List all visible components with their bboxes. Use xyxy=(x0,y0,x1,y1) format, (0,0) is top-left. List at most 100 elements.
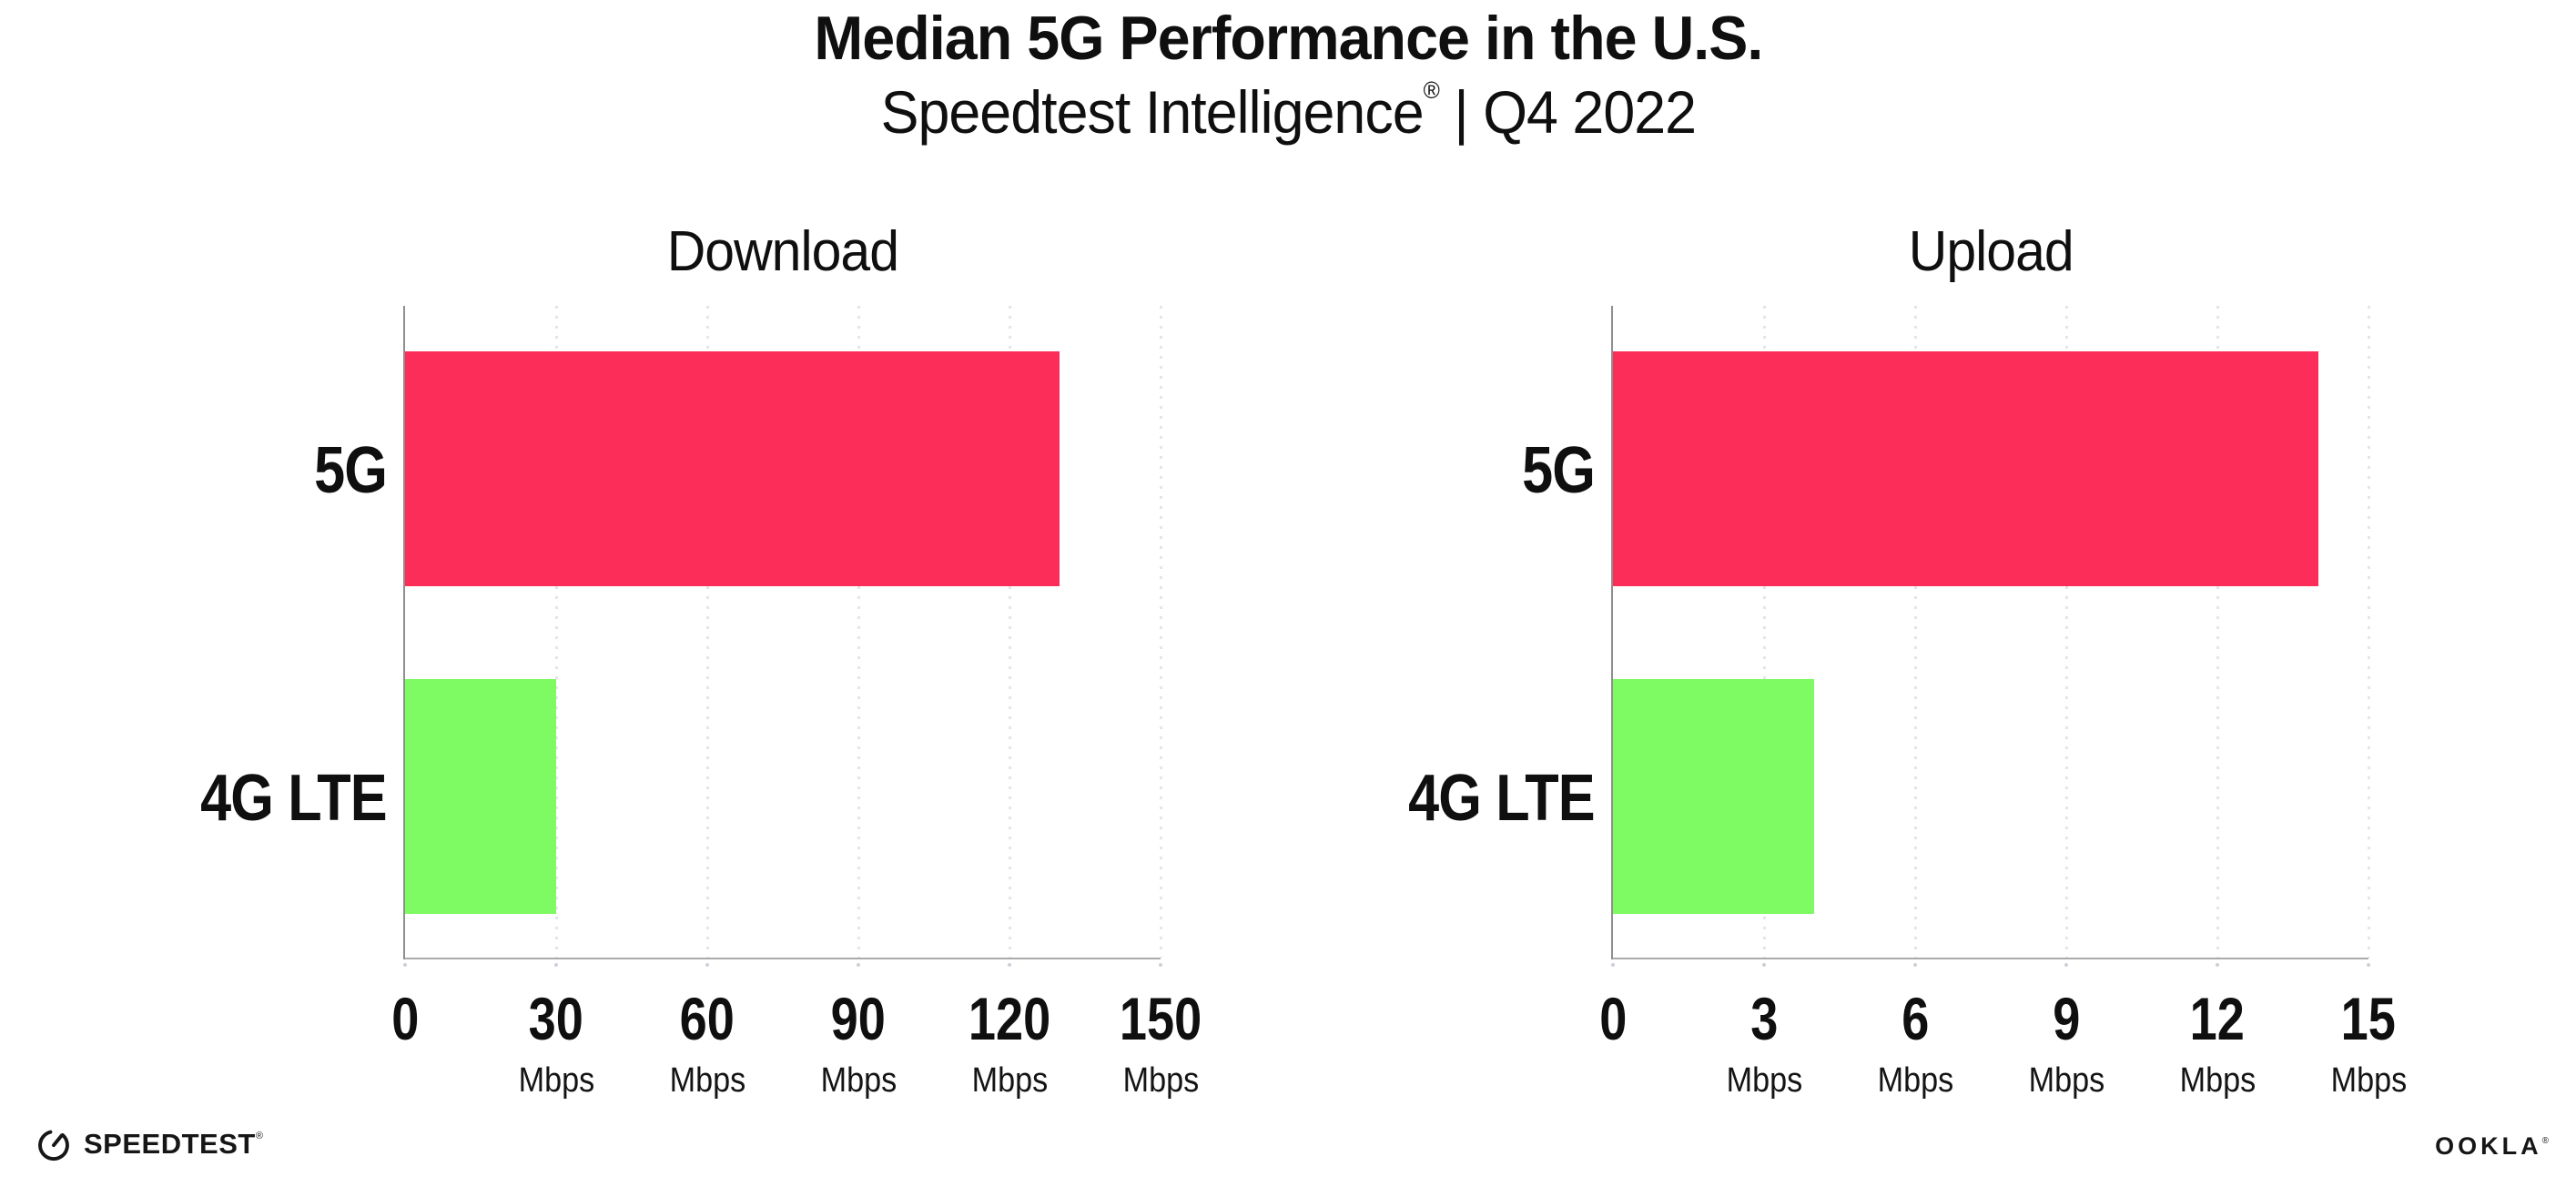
tick-dot xyxy=(2216,963,2219,967)
tick-unit-text: Mbps xyxy=(2028,1061,2104,1100)
tick-label: 60 xyxy=(607,989,807,1049)
tick-label-text: 120 xyxy=(968,985,1051,1052)
tick-label-text: 150 xyxy=(1119,985,1202,1052)
tick-dot xyxy=(1762,963,1766,967)
tick-label-text: 30 xyxy=(528,985,584,1052)
tick-unit-text: Mbps xyxy=(1877,1061,1953,1100)
tick-dot xyxy=(1913,963,1917,967)
bar-5g xyxy=(405,351,1060,586)
gridline xyxy=(1763,306,1766,958)
subtitle-separator: | xyxy=(1438,78,1483,147)
tick-label-text: 6 xyxy=(1901,985,1930,1052)
tick-unit-text: Mbps xyxy=(1122,1061,1199,1100)
x-axis xyxy=(1613,958,2368,959)
chart-title-text: Download xyxy=(666,220,899,283)
tick-label-text: 9 xyxy=(2052,985,2081,1052)
tick-unit-text: Mbps xyxy=(669,1061,745,1100)
subtitle-period: Q4 2022 xyxy=(1482,78,1697,147)
tick-unit-text: Mbps xyxy=(518,1061,594,1100)
tick-dot xyxy=(403,963,407,967)
figure-title-text: Median 5G Performance in the U.S. xyxy=(813,4,1763,73)
figure-subtitle-text: Speedtest Intelligence® | Q4 2022 xyxy=(880,76,1697,147)
tick-label-text: 3 xyxy=(1749,985,1779,1052)
gridline xyxy=(2065,306,2068,958)
row-label-5g: 5G xyxy=(41,434,388,507)
y-axis xyxy=(1611,306,1613,959)
figure-header: Median 5G Performance in the U.S. Speedt… xyxy=(0,5,2576,146)
tick-dot xyxy=(2064,963,2068,967)
tick-unit: Mbps xyxy=(607,1063,807,1098)
tick-label: 90 xyxy=(758,989,958,1049)
tick-unit: Mbps xyxy=(2268,1063,2469,1098)
chart-title: Upload xyxy=(1613,224,2368,280)
row-label-5g: 5G xyxy=(1249,434,1596,507)
tick-label-text: 0 xyxy=(1598,985,1628,1052)
row-label-4g-lte: 4G LTE xyxy=(41,766,387,831)
tick-label: 120 xyxy=(909,989,1110,1049)
tick-label: 12 xyxy=(2117,989,2317,1049)
tick-label: 150 xyxy=(1060,989,1261,1049)
subtitle-brand: Speedtest Intelligence xyxy=(880,78,1424,147)
tick-unit-text: Mbps xyxy=(971,1061,1048,1100)
chart-title-text: Upload xyxy=(1908,220,2074,283)
ookla-wordmark: OOKLA® xyxy=(2435,1132,2549,1160)
speedtest-gauge-icon xyxy=(38,1130,69,1161)
ookla-logo: OOKLA® xyxy=(2435,1132,2549,1161)
bar-4g-lte xyxy=(405,679,556,914)
tick-unit-text: Mbps xyxy=(2330,1061,2407,1100)
row-label-4g-lte-text: 4G LTE xyxy=(200,762,387,835)
gridline xyxy=(1160,306,1162,958)
tick-unit: Mbps xyxy=(1664,1063,1864,1098)
tick-label-text: 60 xyxy=(679,985,735,1052)
row-label-4g-lte: 4G LTE xyxy=(1249,766,1595,831)
tick-label: 15 xyxy=(2268,989,2469,1049)
tick-unit: Mbps xyxy=(758,1063,958,1098)
gridline xyxy=(2368,306,2370,958)
ookla-trademark-icon: ® xyxy=(2541,1136,2549,1146)
tick-dot xyxy=(554,963,558,967)
tick-label: 0 xyxy=(305,989,505,1049)
gridline xyxy=(555,306,558,958)
tick-dot xyxy=(1611,963,1615,967)
tick-label-text: 90 xyxy=(830,985,887,1052)
tick-label-text: 15 xyxy=(2340,985,2397,1052)
tick-label-text: 12 xyxy=(2189,985,2246,1052)
bar-5g xyxy=(1613,351,2318,586)
tick-unit: Mbps xyxy=(1966,1063,2166,1098)
tick-unit: Mbps xyxy=(909,1063,1110,1098)
tick-unit: Mbps xyxy=(1815,1063,2015,1098)
gridline xyxy=(1009,306,1011,958)
figure-title: Median 5G Performance in the U.S. xyxy=(0,5,2576,72)
gridline xyxy=(706,306,709,958)
x-axis xyxy=(405,958,1161,959)
tick-unit-text: Mbps xyxy=(1726,1061,1802,1100)
ookla-wordmark-text: OOKLA xyxy=(2435,1132,2542,1160)
bar-4g-lte xyxy=(1613,679,1815,914)
tick-label-text: 0 xyxy=(390,985,420,1052)
tick-unit-text: Mbps xyxy=(820,1061,897,1100)
row-label-5g-text: 5G xyxy=(1522,434,1596,507)
tick-label: 0 xyxy=(1513,989,1713,1049)
row-label-5g-text: 5G xyxy=(314,434,388,507)
figure-subtitle: Speedtest Intelligence® | Q4 2022 xyxy=(0,77,2576,146)
tick-label: 6 xyxy=(1815,989,2015,1049)
tick-dot xyxy=(2367,963,2370,967)
tick-unit: Mbps xyxy=(456,1063,656,1098)
tick-label: 9 xyxy=(1966,989,2166,1049)
speedtest-trademark-icon: ® xyxy=(255,1131,264,1141)
tick-unit: Mbps xyxy=(1060,1063,1261,1098)
row-label-4g-lte-text: 4G LTE xyxy=(1408,762,1595,835)
speedtest-wordmark: SPEEDTEST® xyxy=(84,1128,263,1161)
speedtest-logo: SPEEDTEST® xyxy=(33,1123,263,1165)
tick-unit: Mbps xyxy=(2117,1063,2317,1098)
y-axis xyxy=(403,306,405,959)
tick-dot xyxy=(857,963,860,967)
registered-mark-icon: ® xyxy=(1423,76,1439,105)
speedtest-wordmark-text: SPEEDTEST xyxy=(84,1128,256,1160)
tick-unit-text: Mbps xyxy=(2179,1061,2256,1100)
gridline xyxy=(2216,306,2219,958)
tick-dot xyxy=(1159,963,1162,967)
